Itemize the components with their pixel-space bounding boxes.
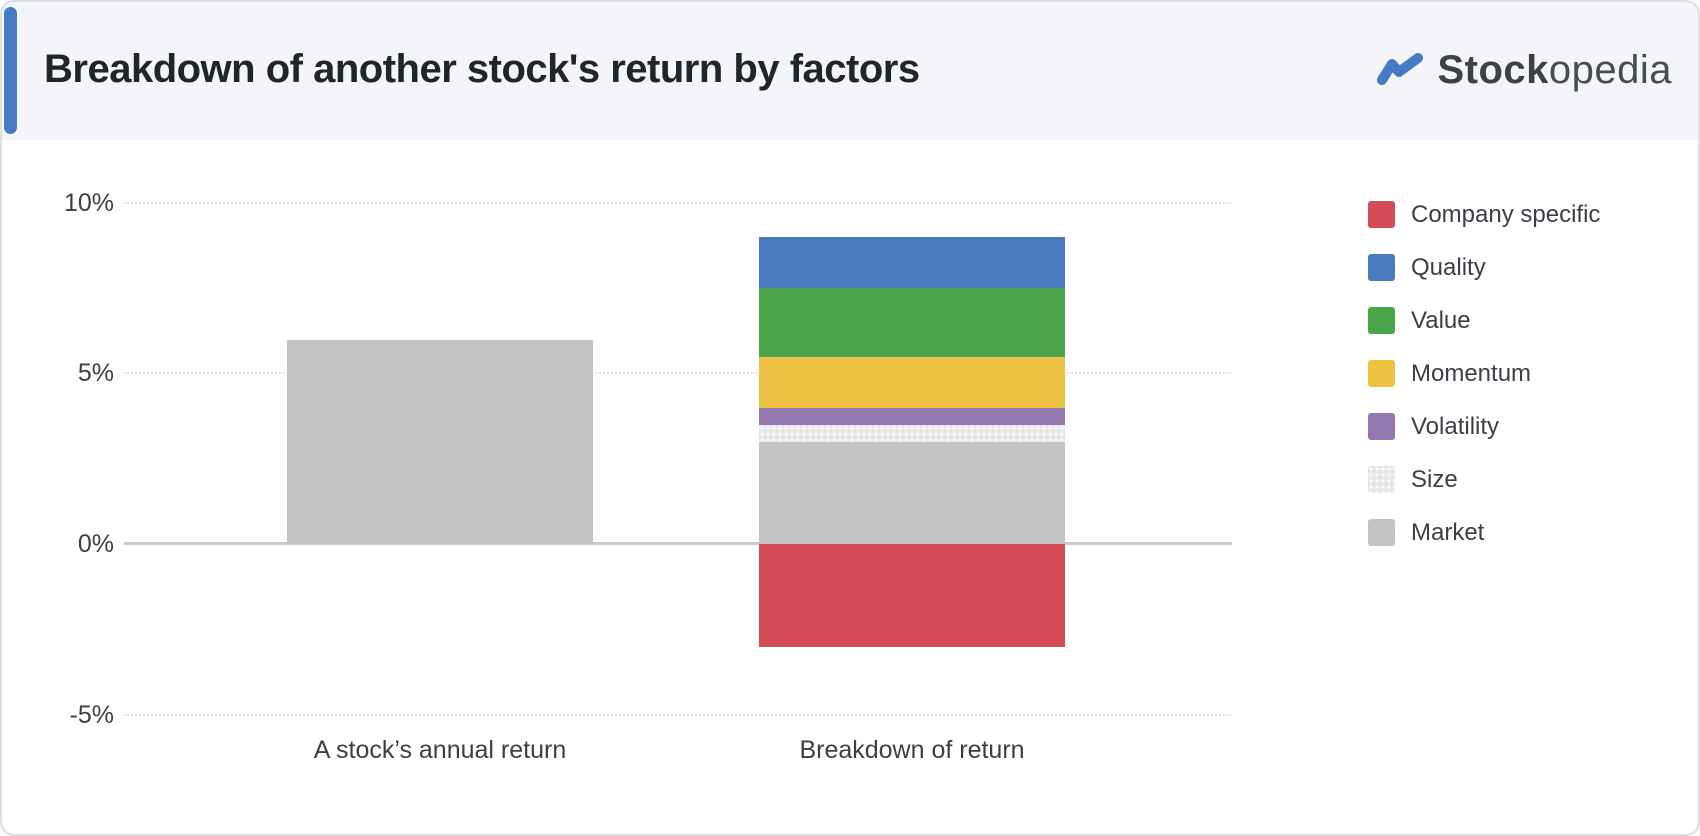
legend-item-volatility: Volatility [1368,413,1600,440]
bar-segment-company-specific [759,544,1065,647]
header-accent-bar [4,7,17,134]
chart-legend: Company specific Quality Value Momentum Vola… [1368,201,1600,572]
bar-segment-momentum [759,356,1065,408]
card-header: Breakdown of another stock's return by f… [2,2,1698,140]
legend-swatch-company-specific [1368,201,1395,228]
brand-name-bold: Stock [1437,48,1549,92]
legend-label-company-specific: Company specific [1411,200,1601,228]
legend-item-size: Size [1368,466,1600,493]
bar-segment-quality [759,237,1065,289]
y-tick-0pct: 0% [77,530,114,558]
y-tick-neg5pct: -5% [69,701,114,729]
legend-label-market: Market [1411,518,1485,546]
legend-swatch-quality [1368,254,1395,281]
y-tick-5pct: 5% [77,359,114,387]
legend-swatch-value [1368,307,1395,334]
legend-item-market: Market [1368,519,1600,546]
legend-item-momentum: Momentum [1368,360,1600,387]
brand-name-light: opedia [1548,48,1672,92]
page-title: Breakdown of another stock's return by f… [44,47,920,91]
bar-segment-value [759,288,1065,357]
legend-item-quality: Quality [1368,254,1600,281]
bar-segment-size [759,424,1065,442]
bar-segment-volatility [759,407,1065,425]
legend-swatch-volatility [1368,413,1395,440]
gridline-neg5pct [124,714,1232,716]
gridline-10pct [124,202,1232,204]
gridline-0pct [124,542,1232,545]
bar-segment-market [759,441,1065,545]
legend-label-volatility: Volatility [1411,412,1500,440]
bar-segment-annual-return [287,339,593,545]
legend-swatch-size [1368,466,1395,493]
x-label-annual-return: A stock’s annual return [313,736,567,764]
x-label-breakdown-of-return: Breakdown of return [799,736,1025,764]
y-tick-10pct: 10% [63,189,114,217]
trend-zigzag-icon [1377,53,1424,85]
legend-swatch-momentum [1368,360,1395,387]
stockopedia-logo: Stockopedia [1377,48,1672,92]
legend-swatch-market [1368,519,1395,546]
legend-label-momentum: Momentum [1411,359,1532,387]
brand-wordmark: Stockopedia [1437,48,1672,92]
legend-label-value: Value [1411,306,1471,334]
legend-item-company-specific: Company specific [1368,201,1600,228]
legend-label-quality: Quality [1411,253,1486,281]
gridline-5pct [124,372,1232,374]
legend-item-value: Value [1368,307,1600,334]
legend-label-size: Size [1411,465,1458,493]
